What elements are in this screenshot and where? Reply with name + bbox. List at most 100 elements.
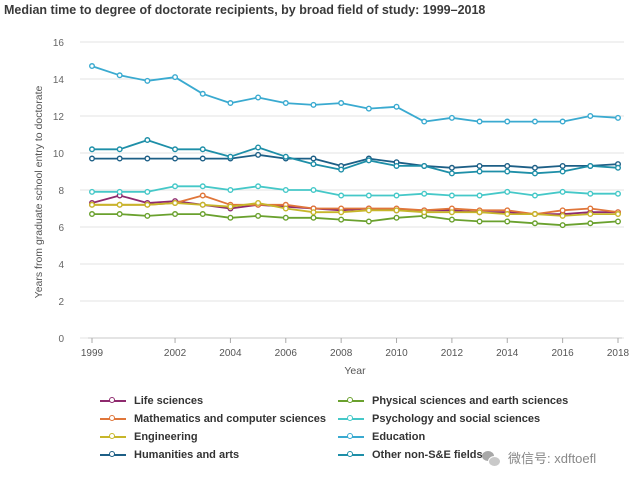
data-point-education bbox=[199, 90, 206, 97]
data-point-other-non-s-e-fields bbox=[504, 168, 511, 175]
data-point-other-non-s-e-fields bbox=[338, 166, 345, 173]
data-point-psychology-and-social-sciences bbox=[144, 188, 151, 195]
data-point-physical-sciences-and-earth-sciences bbox=[172, 211, 179, 218]
y-tick-label: 16 bbox=[53, 38, 65, 49]
legend-swatch bbox=[338, 414, 364, 424]
y-tick-label: 14 bbox=[53, 75, 65, 86]
y-tick-label: 0 bbox=[58, 334, 64, 345]
data-point-engineering bbox=[531, 211, 538, 218]
data-point-other-non-s-e-fields bbox=[559, 168, 566, 175]
data-point-humanities-and-arts bbox=[88, 155, 95, 162]
data-point-other-non-s-e-fields bbox=[199, 146, 206, 153]
data-point-psychology-and-social-sciences bbox=[172, 183, 179, 190]
data-point-physical-sciences-and-earth-sciences bbox=[88, 211, 95, 218]
data-point-psychology-and-social-sciences bbox=[255, 183, 262, 190]
data-point-other-non-s-e-fields bbox=[587, 162, 594, 169]
data-point-physical-sciences-and-earth-sciences bbox=[338, 216, 345, 223]
x-axis-title: Year bbox=[344, 365, 366, 377]
data-point-education bbox=[559, 118, 566, 125]
wechat-icon bbox=[482, 450, 501, 467]
data-point-education bbox=[421, 118, 428, 125]
legend-label: Engineering bbox=[134, 431, 198, 443]
x-tick-label: 2010 bbox=[385, 348, 408, 359]
chart-title: Median time to degree of doctorate recip… bbox=[4, 3, 486, 17]
data-point-engineering bbox=[393, 207, 400, 214]
series-line-other-non-s-e-fields bbox=[92, 139, 619, 175]
data-point-other-non-s-e-fields bbox=[227, 153, 234, 160]
data-point-engineering bbox=[255, 199, 262, 206]
data-point-engineering bbox=[559, 212, 566, 219]
data-point-psychology-and-social-sciences bbox=[227, 186, 234, 193]
legend-item-mathematics-and-computer-sciences: Mathematics and computer sciences bbox=[100, 413, 326, 425]
legend-label: Other non-S&E fields bbox=[372, 449, 483, 461]
data-point-mathematics-and-computer-sciences bbox=[587, 205, 594, 212]
data-point-humanities-and-arts bbox=[504, 162, 511, 169]
data-point-psychology-and-social-sciences bbox=[531, 192, 538, 199]
data-point-humanities-and-arts bbox=[310, 155, 317, 162]
data-point-humanities-and-arts bbox=[255, 151, 262, 158]
x-tick-label: 1999 bbox=[81, 348, 104, 359]
data-point-physical-sciences-and-earth-sciences bbox=[116, 211, 123, 218]
data-point-psychology-and-social-sciences bbox=[587, 190, 594, 197]
data-point-education bbox=[255, 94, 262, 101]
data-point-psychology-and-social-sciences bbox=[448, 192, 455, 199]
data-point-engineering bbox=[365, 207, 372, 214]
series-line-humanities-and-arts bbox=[92, 153, 619, 169]
legend-label: Humanities and arts bbox=[134, 449, 240, 461]
data-point-education bbox=[144, 77, 151, 84]
data-point-education bbox=[116, 72, 123, 79]
data-point-physical-sciences-and-earth-sciences bbox=[615, 218, 622, 225]
data-point-psychology-and-social-sciences bbox=[421, 190, 428, 197]
legend-swatch bbox=[338, 450, 364, 460]
data-point-psychology-and-social-sciences bbox=[615, 190, 622, 197]
data-point-other-non-s-e-fields bbox=[448, 170, 455, 177]
data-point-other-non-s-e-fields bbox=[88, 146, 95, 153]
data-point-physical-sciences-and-earth-sciences bbox=[504, 218, 511, 225]
data-point-engineering bbox=[421, 209, 428, 216]
legend-swatch bbox=[100, 396, 126, 406]
data-point-engineering bbox=[615, 211, 622, 218]
data-point-psychology-and-social-sciences bbox=[310, 186, 317, 193]
data-point-engineering bbox=[504, 211, 511, 218]
data-point-other-non-s-e-fields bbox=[393, 162, 400, 169]
data-point-psychology-and-social-sciences bbox=[476, 192, 483, 199]
data-point-education bbox=[338, 100, 345, 107]
data-point-education bbox=[282, 100, 289, 107]
x-tick-label: 2002 bbox=[164, 348, 187, 359]
data-point-psychology-and-social-sciences bbox=[338, 192, 345, 199]
data-point-education bbox=[172, 74, 179, 81]
legend-item-education: Education bbox=[338, 431, 425, 443]
data-point-physical-sciences-and-earth-sciences bbox=[559, 222, 566, 229]
data-point-education bbox=[615, 114, 622, 121]
data-point-humanities-and-arts bbox=[199, 155, 206, 162]
data-point-physical-sciences-and-earth-sciences bbox=[199, 211, 206, 218]
data-point-other-non-s-e-fields bbox=[282, 153, 289, 160]
legend-swatch bbox=[100, 450, 126, 460]
data-point-education bbox=[504, 118, 511, 125]
legend-item-other-non-s-e-fields: Other non-S&E fields bbox=[338, 449, 483, 461]
data-point-engineering bbox=[227, 203, 234, 210]
y-tick-label: 2 bbox=[58, 297, 64, 308]
data-point-engineering bbox=[199, 201, 206, 208]
data-point-physical-sciences-and-earth-sciences bbox=[255, 212, 262, 219]
data-point-psychology-and-social-sciences bbox=[88, 188, 95, 195]
legend-label: Education bbox=[372, 431, 426, 443]
data-point-physical-sciences-and-earth-sciences bbox=[587, 220, 594, 227]
x-tick-label: 2008 bbox=[330, 348, 353, 359]
legend-item-humanities-and-arts: Humanities and arts bbox=[100, 449, 239, 461]
data-point-education bbox=[587, 112, 594, 119]
series-line-engineering bbox=[92, 202, 618, 217]
series-line-education bbox=[91, 65, 619, 123]
data-point-physical-sciences-and-earth-sciences bbox=[476, 218, 483, 225]
legend-label: Psychology and social sciences bbox=[372, 413, 541, 425]
data-point-other-non-s-e-fields bbox=[172, 146, 179, 153]
data-point-physical-sciences-and-earth-sciences bbox=[310, 214, 317, 221]
data-point-engineering bbox=[282, 205, 289, 212]
legend-item-physical-sciences-and-earth-sciences: Physical sciences and earth sciences bbox=[338, 395, 568, 407]
data-point-other-non-s-e-fields bbox=[144, 137, 151, 144]
y-tick-label: 12 bbox=[53, 112, 65, 123]
data-point-education bbox=[393, 103, 400, 110]
data-point-other-non-s-e-fields bbox=[421, 162, 428, 169]
data-point-engineering bbox=[172, 199, 179, 206]
